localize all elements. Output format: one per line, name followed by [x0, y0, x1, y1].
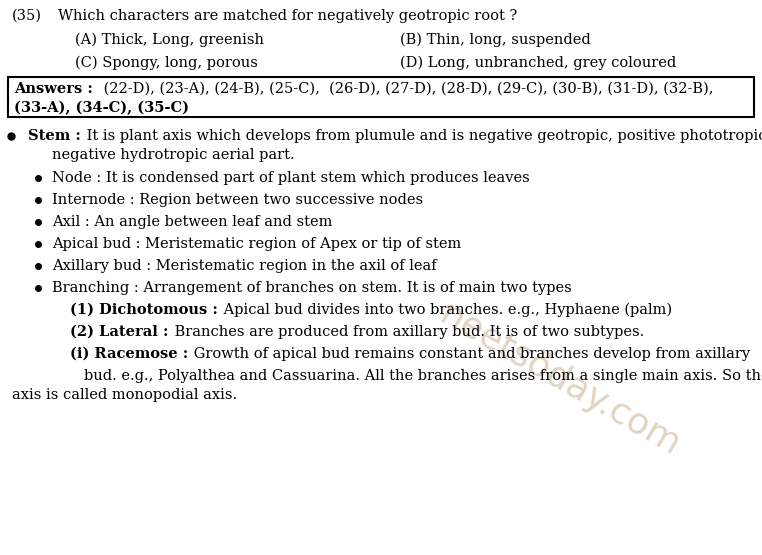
Text: (A) Thick, Long, greenish: (A) Thick, Long, greenish: [75, 33, 264, 47]
Text: Node : It is condensed part of plant stem which produces leaves: Node : It is condensed part of plant ste…: [52, 171, 530, 185]
Text: (2) Lateral :: (2) Lateral :: [70, 325, 168, 339]
Text: Answers :: Answers :: [14, 82, 98, 96]
Text: Branching : Arrangement of branches on stem. It is of main two types: Branching : Arrangement of branches on s…: [52, 281, 572, 295]
Text: Apical bud divides into two branches. e.g., Hyphaene (palm): Apical bud divides into two branches. e.…: [219, 303, 672, 317]
Text: bud. e.g., Polyalthea and Cassuarina. All the branches arises from a single main: bud. e.g., Polyalthea and Cassuarina. Al…: [84, 369, 762, 383]
Text: Which characters are matched for negatively geotropic root ?: Which characters are matched for negativ…: [58, 9, 517, 23]
Text: (C) Spongy, long, porous: (C) Spongy, long, porous: [75, 56, 258, 70]
Text: It is plant axis which develops from plumule and is negative geotropic, positive: It is plant axis which develops from plu…: [82, 129, 762, 143]
Text: Branches are produced from axillary bud. It is of two subtypes.: Branches are produced from axillary bud.…: [169, 325, 644, 339]
Text: Apical bud : Meristematic region of Apex or tip of stem: Apical bud : Meristematic region of Apex…: [52, 237, 461, 251]
Text: negative hydrotropic aerial part.: negative hydrotropic aerial part.: [52, 148, 295, 162]
Text: Stem :: Stem :: [28, 129, 81, 143]
Text: Axil : An angle between leaf and stem: Axil : An angle between leaf and stem: [52, 215, 332, 229]
Text: (35): (35): [12, 9, 42, 23]
Text: Axillary bud : Meristematic region in the axil of leaf: Axillary bud : Meristematic region in th…: [52, 259, 437, 273]
Text: (1) Dichotomous :: (1) Dichotomous :: [70, 303, 218, 317]
Text: (B) Thin, long, suspended: (B) Thin, long, suspended: [400, 33, 591, 47]
Text: (D) Long, unbranched, grey coloured: (D) Long, unbranched, grey coloured: [400, 56, 676, 70]
Text: (22-D), (23-A), (24-B), (25-C),  (26-D), (27-D), (28-D), (29-C), (30-B), (31-D),: (22-D), (23-A), (24-B), (25-C), (26-D), …: [99, 82, 713, 96]
Bar: [8, 77, 754, 117]
Text: (i) Racemose :: (i) Racemose :: [70, 347, 188, 361]
Text: Internode : Region between two successive nodes: Internode : Region between two successiv…: [52, 193, 423, 207]
Text: Growth of apical bud remains constant and branches develop from axillary: Growth of apical bud remains constant an…: [189, 347, 751, 361]
Text: axis is called monopodial axis.: axis is called monopodial axis.: [12, 388, 237, 402]
Text: (33-A), (34-C), (35-C): (33-A), (34-C), (35-C): [14, 101, 189, 115]
Text: neetsöday.com: neetsöday.com: [434, 297, 687, 463]
